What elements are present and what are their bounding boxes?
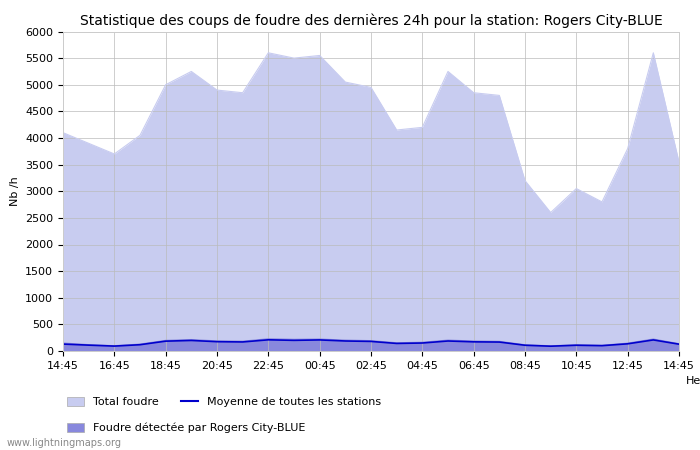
Text: www.lightningmaps.org: www.lightningmaps.org [7,438,122,448]
Y-axis label: Nb /h: Nb /h [10,176,20,206]
Text: Heure: Heure [686,376,700,386]
Legend: Foudre détectée par Rogers City-BLUE: Foudre détectée par Rogers City-BLUE [63,418,310,437]
Title: Statistique des coups de foudre des dernières 24h pour la station: Rogers City-B: Statistique des coups de foudre des dern… [80,13,662,27]
